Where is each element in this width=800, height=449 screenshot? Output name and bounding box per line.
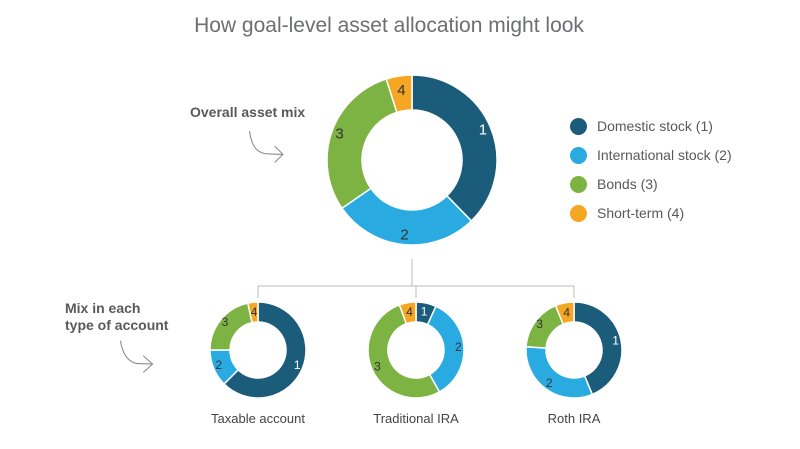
svg-text:1: 1	[294, 358, 301, 372]
svg-text:4: 4	[406, 305, 413, 319]
svg-text:1: 1	[421, 304, 428, 318]
svg-text:4: 4	[397, 82, 405, 99]
svg-text:4: 4	[563, 305, 570, 319]
svg-text:2: 2	[400, 226, 408, 243]
svg-text:1: 1	[612, 333, 619, 347]
svg-text:3: 3	[222, 315, 229, 329]
svg-text:4: 4	[251, 305, 258, 319]
svg-text:2: 2	[215, 358, 222, 372]
svg-text:2: 2	[455, 340, 462, 354]
svg-text:3: 3	[335, 125, 343, 142]
svg-text:3: 3	[374, 359, 381, 373]
svg-text:3: 3	[536, 317, 543, 331]
svg-text:1: 1	[479, 121, 487, 138]
svg-text:2: 2	[546, 376, 553, 390]
